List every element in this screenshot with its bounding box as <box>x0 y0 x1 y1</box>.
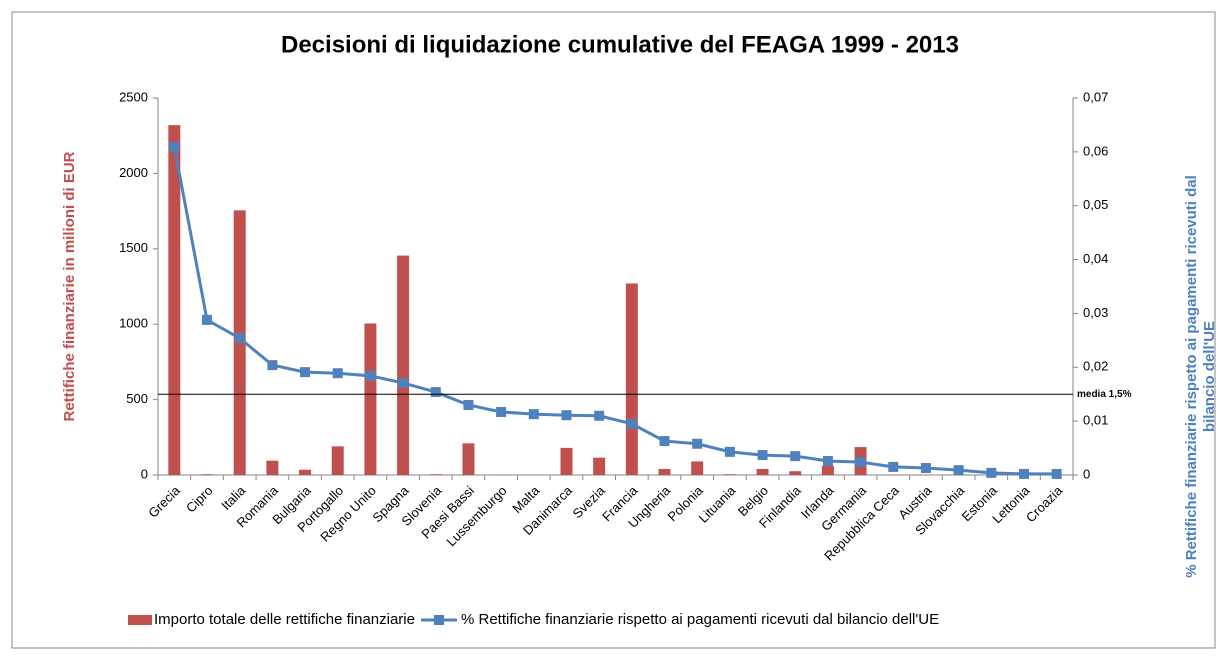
line-marker <box>790 451 801 462</box>
bar <box>658 468 671 475</box>
line-marker <box>202 314 213 325</box>
line-marker <box>332 368 343 379</box>
line-marker <box>986 467 997 478</box>
bar <box>756 468 769 475</box>
chart-title: Decisioni di liquidazione cumulative del… <box>281 31 959 58</box>
legend-swatch <box>128 615 152 625</box>
line-marker <box>561 410 572 421</box>
line-marker <box>888 461 899 472</box>
y2-axis-title: % Rettifiche finanziarie rispetto ai pag… <box>1183 175 1200 578</box>
bar <box>364 323 377 475</box>
line-marker <box>594 410 605 421</box>
bar <box>168 125 181 476</box>
bar <box>593 457 606 475</box>
line-marker <box>463 399 474 410</box>
line-marker <box>1018 468 1029 479</box>
bar <box>429 474 442 475</box>
y2-tick-label: 0,04 <box>1083 251 1108 266</box>
line-marker <box>365 370 376 381</box>
bar <box>266 460 279 475</box>
y-tick-label: 0 <box>141 466 148 481</box>
y-tick-label: 1000 <box>119 316 148 331</box>
line-marker <box>1051 468 1062 479</box>
y-tick-label: 500 <box>126 391 148 406</box>
y2-tick-label: 0,06 <box>1083 143 1108 158</box>
bar <box>201 474 214 475</box>
reference-label: media 1,5% <box>1077 389 1132 400</box>
line-marker <box>757 450 768 461</box>
line-marker <box>692 438 703 449</box>
line-marker <box>430 387 441 398</box>
line-marker <box>267 360 278 371</box>
line-marker <box>822 455 833 466</box>
line <box>172 146 1057 476</box>
bar <box>789 471 802 475</box>
bar <box>821 465 834 475</box>
y-tick-label: 2000 <box>119 165 148 180</box>
line-marker <box>920 462 931 473</box>
line-marker <box>659 436 670 447</box>
y2-tick-label: 0,03 <box>1083 305 1108 320</box>
line-marker <box>528 409 539 420</box>
y-tick-label: 2500 <box>119 89 148 104</box>
legend-label: % Rettifiche finanziarie rispetto ai pag… <box>461 611 939 628</box>
chart-border <box>11 11 1216 649</box>
line-marker <box>398 377 409 388</box>
line-marker <box>953 465 964 476</box>
bar <box>691 461 704 475</box>
bar <box>331 446 344 475</box>
y2-tick-label: 0,02 <box>1083 359 1108 374</box>
bar <box>625 283 638 475</box>
bar <box>723 474 736 475</box>
legend-label: Importo totale delle rettifiche finanzia… <box>154 611 415 628</box>
line-marker <box>626 418 637 429</box>
bar <box>462 443 475 475</box>
y2-tick-label: 0,01 <box>1083 413 1108 428</box>
y2-tick-label: 0,05 <box>1083 197 1108 212</box>
bar <box>299 469 312 475</box>
y2-tick-label: 0 <box>1083 466 1090 481</box>
y-tick-label: 1500 <box>119 240 148 255</box>
legend-marker <box>433 615 444 625</box>
line-marker <box>855 457 866 468</box>
bar <box>560 447 573 475</box>
line-marker <box>169 142 180 153</box>
bar <box>397 255 410 475</box>
y2-axis-title: bilancio dell'UE <box>1201 321 1218 432</box>
y2-tick-label: 0,07 <box>1083 89 1108 104</box>
y-axis-title: Rettifiche finanziarie in milioni di EUR <box>61 151 78 421</box>
line-marker <box>496 406 507 417</box>
line-marker <box>724 446 735 457</box>
line-marker <box>234 333 245 344</box>
line-marker <box>300 367 311 378</box>
